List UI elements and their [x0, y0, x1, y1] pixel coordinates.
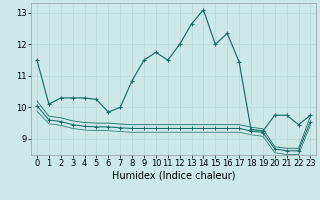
X-axis label: Humidex (Indice chaleur): Humidex (Indice chaleur) [112, 171, 236, 181]
